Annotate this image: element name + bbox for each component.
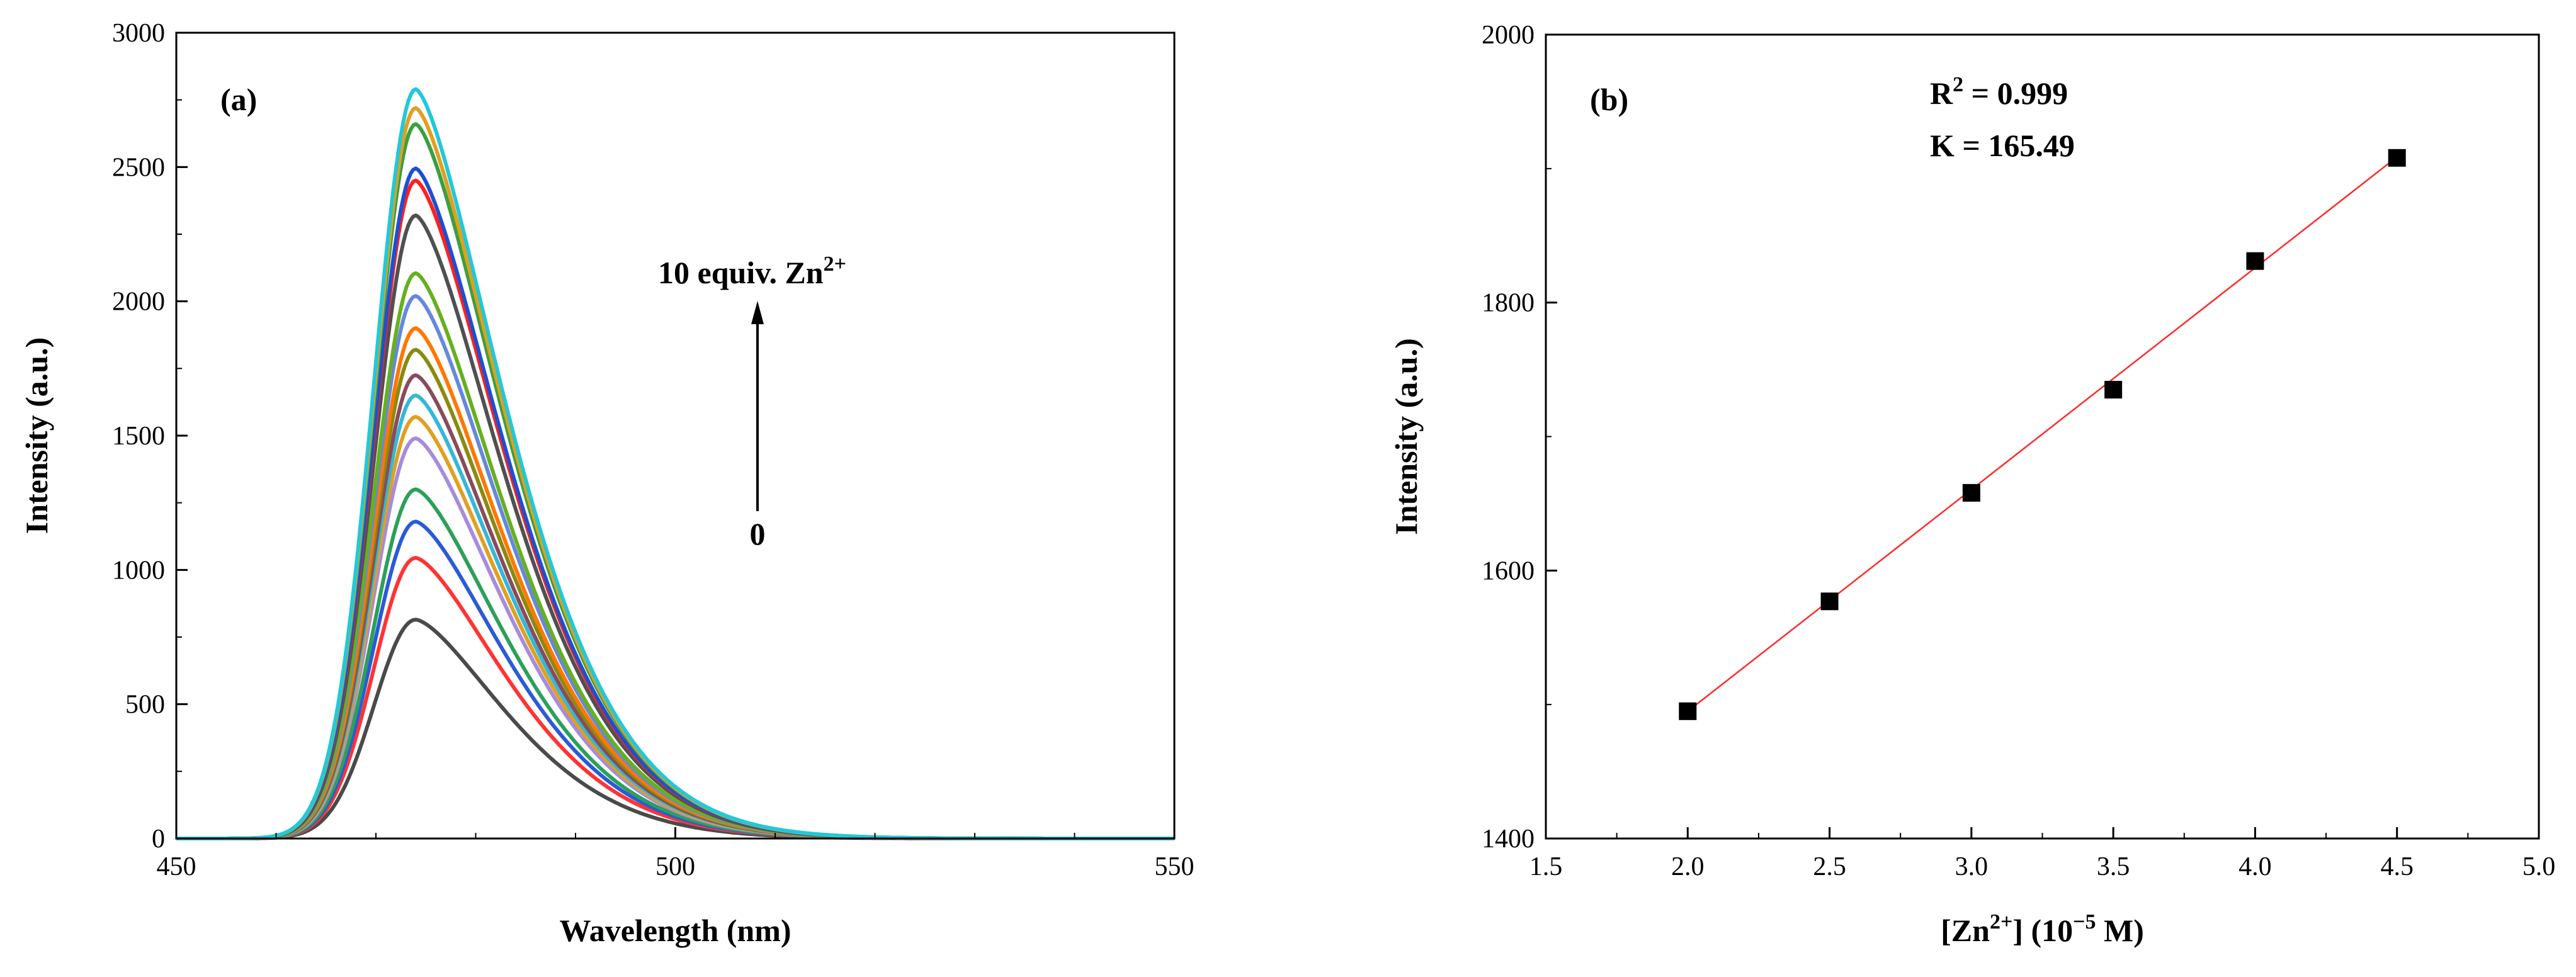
y-tick-label: 1000 xyxy=(112,556,165,585)
arrow-label-top: 10 equiv. Zn2+ xyxy=(658,252,846,290)
xlabel-part1: [Zn xyxy=(1941,913,1990,948)
arrow-label-top-sup: 2+ xyxy=(824,252,846,276)
y-tick-label: 1600 xyxy=(1482,556,1535,585)
data-point xyxy=(1679,702,1697,720)
arrow-label-top-main: 10 equiv. Zn xyxy=(658,255,824,290)
chart-b-y-axis-label: Intensity (a.u.) xyxy=(1388,338,1424,535)
xlabel-sup: 2+ xyxy=(1990,910,2012,934)
data-point xyxy=(1962,483,1980,502)
x-tick-label: 1.5 xyxy=(1529,852,1563,881)
chart-b-x-axis-label: [Zn2+] (10−5 M) xyxy=(1941,910,2144,948)
r2-prefix: R xyxy=(1930,76,1953,111)
y-tick-label: 500 xyxy=(125,691,165,720)
data-point xyxy=(1820,592,1839,611)
chart-a-y-axis-label: Intensity (a.u.) xyxy=(19,337,54,534)
y-tick-label: 1400 xyxy=(1482,825,1535,854)
xlabel-unit: M) xyxy=(2096,913,2144,948)
chart-a-frame xyxy=(175,31,1176,840)
spectrum-line xyxy=(176,122,1174,840)
r-squared-annotation: R2 = 0.999 xyxy=(1930,73,2068,111)
chart-b-ticks: 1.5 2.0 2.5 3.0 3.5 4.0 4.5 5.0 1400 1600 1800 2000 xyxy=(1482,21,2556,881)
spectra-series-group xyxy=(176,87,1174,840)
data-point xyxy=(2104,381,2123,399)
x-tick-label: 3.5 xyxy=(2097,852,2130,881)
chart-b-panel-label: (b) xyxy=(1590,82,1628,117)
r2-sup: 2 xyxy=(1953,73,1963,96)
x-tick-label: 450 xyxy=(157,852,196,881)
spectrum-line xyxy=(176,87,1174,840)
xlabel-exp: −5 xyxy=(2073,910,2096,934)
chart-a-x-axis-label: Wavelength (nm) xyxy=(559,913,791,948)
x-tick-label: 550 xyxy=(1155,852,1194,881)
x-tick-label: 2.5 xyxy=(1813,852,1846,881)
y-tick-label: 1800 xyxy=(1482,289,1535,318)
chart-a-ticks: 450 500 550 0 500 1000 1500 2000 2500 3000 xyxy=(112,19,1194,881)
chart-a: 450 500 550 0 500 1000 1500 2000 2500 3000 (a) Wa… xyxy=(19,19,1194,948)
x-tick-label: 3.0 xyxy=(1955,852,1989,881)
y-tick-label: 2000 xyxy=(1482,21,1535,50)
xlabel-part2: ] (10 xyxy=(2012,913,2073,948)
titration-arrow-head xyxy=(751,301,764,324)
data-point xyxy=(2388,149,2406,167)
y-tick-label: 2500 xyxy=(112,153,165,182)
y-tick-label: 2000 xyxy=(112,288,165,317)
y-tick-label: 3000 xyxy=(112,19,165,48)
data-point xyxy=(2246,252,2264,270)
chart-b: 1.5 2.0 2.5 3.0 3.5 4.0 4.5 5.0 1400 1600 1800 2000… xyxy=(1388,21,2556,948)
y-tick-label: 0 xyxy=(152,825,165,854)
chart-a-panel-label: (a) xyxy=(220,82,257,117)
x-tick-label: 2.0 xyxy=(1671,852,1705,881)
spectrum-line xyxy=(176,106,1174,840)
data-points xyxy=(1679,149,2406,720)
arrow-label-bottom: 0 xyxy=(750,516,766,551)
x-tick-label: 5.0 xyxy=(2522,852,2556,881)
x-tick-label: 4.5 xyxy=(2380,852,2414,881)
linear-fit-line xyxy=(1687,156,2398,712)
r2-value: = 0.999 xyxy=(1963,76,2068,111)
y-tick-label: 1500 xyxy=(112,422,165,451)
spectrum-line xyxy=(176,213,1174,840)
k-annotation: K = 165.49 xyxy=(1930,128,2075,163)
x-tick-label: 4.0 xyxy=(2238,852,2272,881)
spectrum-line xyxy=(176,271,1174,840)
x-tick-label: 500 xyxy=(655,852,695,881)
